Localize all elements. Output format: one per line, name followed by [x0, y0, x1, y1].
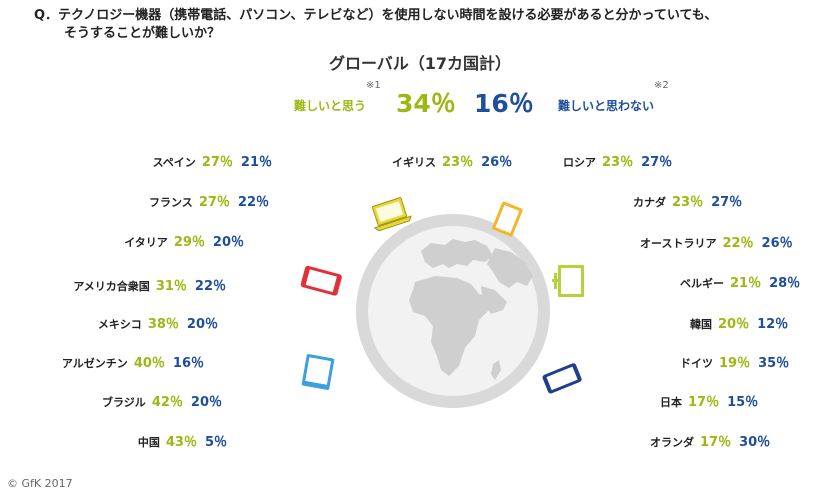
- country-row-russia: ロシア 23％ 27％: [563, 151, 672, 170]
- country-row-australia: オーストラリア 22％ 26％: [640, 232, 793, 251]
- not-hard-legend-label: 難しいと思わない: [558, 99, 655, 113]
- not-hard-percent: 16％: [172, 356, 204, 371]
- country-name: イギリス: [392, 156, 436, 169]
- hard-percent: 29％: [173, 235, 205, 250]
- hard-percent: 27％: [201, 155, 233, 170]
- country-name: ドイツ: [680, 357, 713, 370]
- country-name: ブラジル: [102, 396, 146, 409]
- country-row-france: フランス 27％ 22％: [149, 191, 269, 210]
- hard-percent: 23％: [672, 195, 704, 210]
- not-hard-percent: 21％: [240, 155, 272, 170]
- country-name: アルゼンチン: [61, 357, 128, 370]
- country-name: イタリア: [124, 236, 168, 249]
- country-name: フランス: [149, 196, 193, 209]
- question-text: Q．テクノロジー機器（携帯電話、パソコン、テレビなど）を使用しない時間を設ける必…: [34, 7, 717, 43]
- smartphone-icon: [542, 363, 582, 394]
- country-name: メキシコ: [97, 318, 142, 331]
- country-row-japan: 日本 17％ 15％: [660, 391, 758, 410]
- hard-percent: 27％: [198, 195, 230, 210]
- tablet-icon: [301, 354, 335, 390]
- country-name: 韓国: [690, 318, 712, 331]
- hard-footnote-mark: ※1: [366, 80, 381, 91]
- country-name: カナダ: [633, 196, 666, 209]
- question-line-2: そうすることが難しいか？: [64, 26, 221, 41]
- country-row-italy: イタリア 29％ 20％: [124, 231, 244, 250]
- country-row-korea: 韓国 20％ 12％: [690, 313, 788, 332]
- hard-percent: 17％: [688, 395, 720, 410]
- hard-percent: 42％: [151, 395, 183, 410]
- smartphone-icon: [300, 265, 342, 296]
- global-title: グローバル（17カ国計）: [328, 54, 512, 73]
- country-row-brazil: ブラジル 42％ 20％: [102, 391, 222, 410]
- country-row-netherlands: オランダ 17％ 30％: [650, 431, 770, 450]
- country-name: 日本: [660, 396, 682, 409]
- not-hard-percent: 20％: [186, 317, 218, 332]
- hard-percent: 38％: [147, 317, 179, 332]
- hard-percent: 17％: [700, 435, 732, 450]
- global-not-hard-percent: 16％: [474, 89, 534, 118]
- hard-percent: 31％: [155, 279, 187, 294]
- not-hard-percent: 5％: [204, 435, 227, 450]
- hard-percent: 21％: [730, 276, 762, 291]
- globe-icon: [356, 214, 550, 408]
- country-row-uk: イギリス 23％ 26％: [392, 151, 512, 170]
- country-row-china: 中国 43％ 5％: [138, 431, 227, 450]
- country-row-belgium: ベルギー 21％ 28％: [680, 272, 800, 291]
- hard-legend-label: 難しいと思う: [294, 99, 367, 113]
- not-hard-footnote-mark: ※2: [654, 80, 669, 91]
- not-hard-percent: 12％: [757, 317, 789, 332]
- not-hard-percent: 15％: [727, 395, 759, 410]
- hard-percent: 23％: [442, 155, 474, 170]
- country-name: アメリカ合衆国: [73, 280, 150, 293]
- not-hard-percent: 26％: [481, 155, 513, 170]
- not-hard-percent: 27％: [641, 155, 673, 170]
- not-hard-percent: 20％: [212, 235, 244, 250]
- hard-percent: 40％: [133, 356, 165, 371]
- not-hard-percent: 22％: [237, 195, 269, 210]
- country-row-usa: アメリカ合衆国 31％ 22％: [73, 275, 226, 294]
- not-hard-percent: 20％: [190, 395, 222, 410]
- country-row-argentina: アルゼンチン 40％ 16％: [62, 352, 204, 371]
- hard-percent: 23％: [602, 155, 634, 170]
- country-name: オーストラリア: [640, 237, 717, 250]
- not-hard-percent: 26％: [761, 236, 793, 251]
- hard-percent: 43％: [165, 435, 197, 450]
- country-row-spain: スペイン 27％ 21％: [153, 151, 272, 170]
- country-name: ロシア: [563, 156, 596, 169]
- country-name: 中国: [137, 436, 160, 449]
- country-name: オランダ: [650, 436, 694, 449]
- country-name: ベルギー: [680, 277, 724, 290]
- country-row-mexico: メキシコ 38％ 20％: [98, 313, 218, 332]
- not-hard-percent: 22％: [194, 279, 226, 294]
- not-hard-percent: 35％: [758, 356, 790, 371]
- country-name: スペイン: [152, 156, 196, 169]
- country-row-germany: ドイツ 19％ 35％: [680, 352, 789, 371]
- hard-percent: 19％: [719, 356, 751, 371]
- question-line-1: Q．テクノロジー機器（携帯電話、パソコン、テレビなど）を使用しない時間を設ける必…: [34, 8, 718, 23]
- laptop-icon: [371, 197, 412, 232]
- country-row-canada: カナダ 23％ 27％: [633, 191, 742, 210]
- not-hard-percent: 30％: [739, 435, 771, 450]
- globe-illustration: [356, 214, 550, 408]
- not-hard-percent: 28％: [769, 276, 801, 291]
- tablet-icon: [492, 201, 523, 237]
- hard-percent: 22％: [722, 236, 754, 251]
- not-hard-percent: 27％: [711, 195, 743, 210]
- hard-percent: 20％: [718, 317, 750, 332]
- global-hard-percent: 34％: [396, 89, 456, 118]
- copyright-notice: © GfK 2017: [7, 477, 73, 490]
- monitor-icon: [552, 265, 584, 297]
